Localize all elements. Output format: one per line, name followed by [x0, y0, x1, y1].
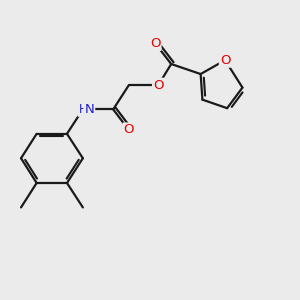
Text: O: O [220, 54, 230, 67]
Text: O: O [150, 37, 160, 50]
Text: N: N [85, 103, 94, 116]
Text: H: H [78, 103, 87, 116]
Text: O: O [153, 79, 164, 92]
Text: O: O [124, 124, 134, 136]
